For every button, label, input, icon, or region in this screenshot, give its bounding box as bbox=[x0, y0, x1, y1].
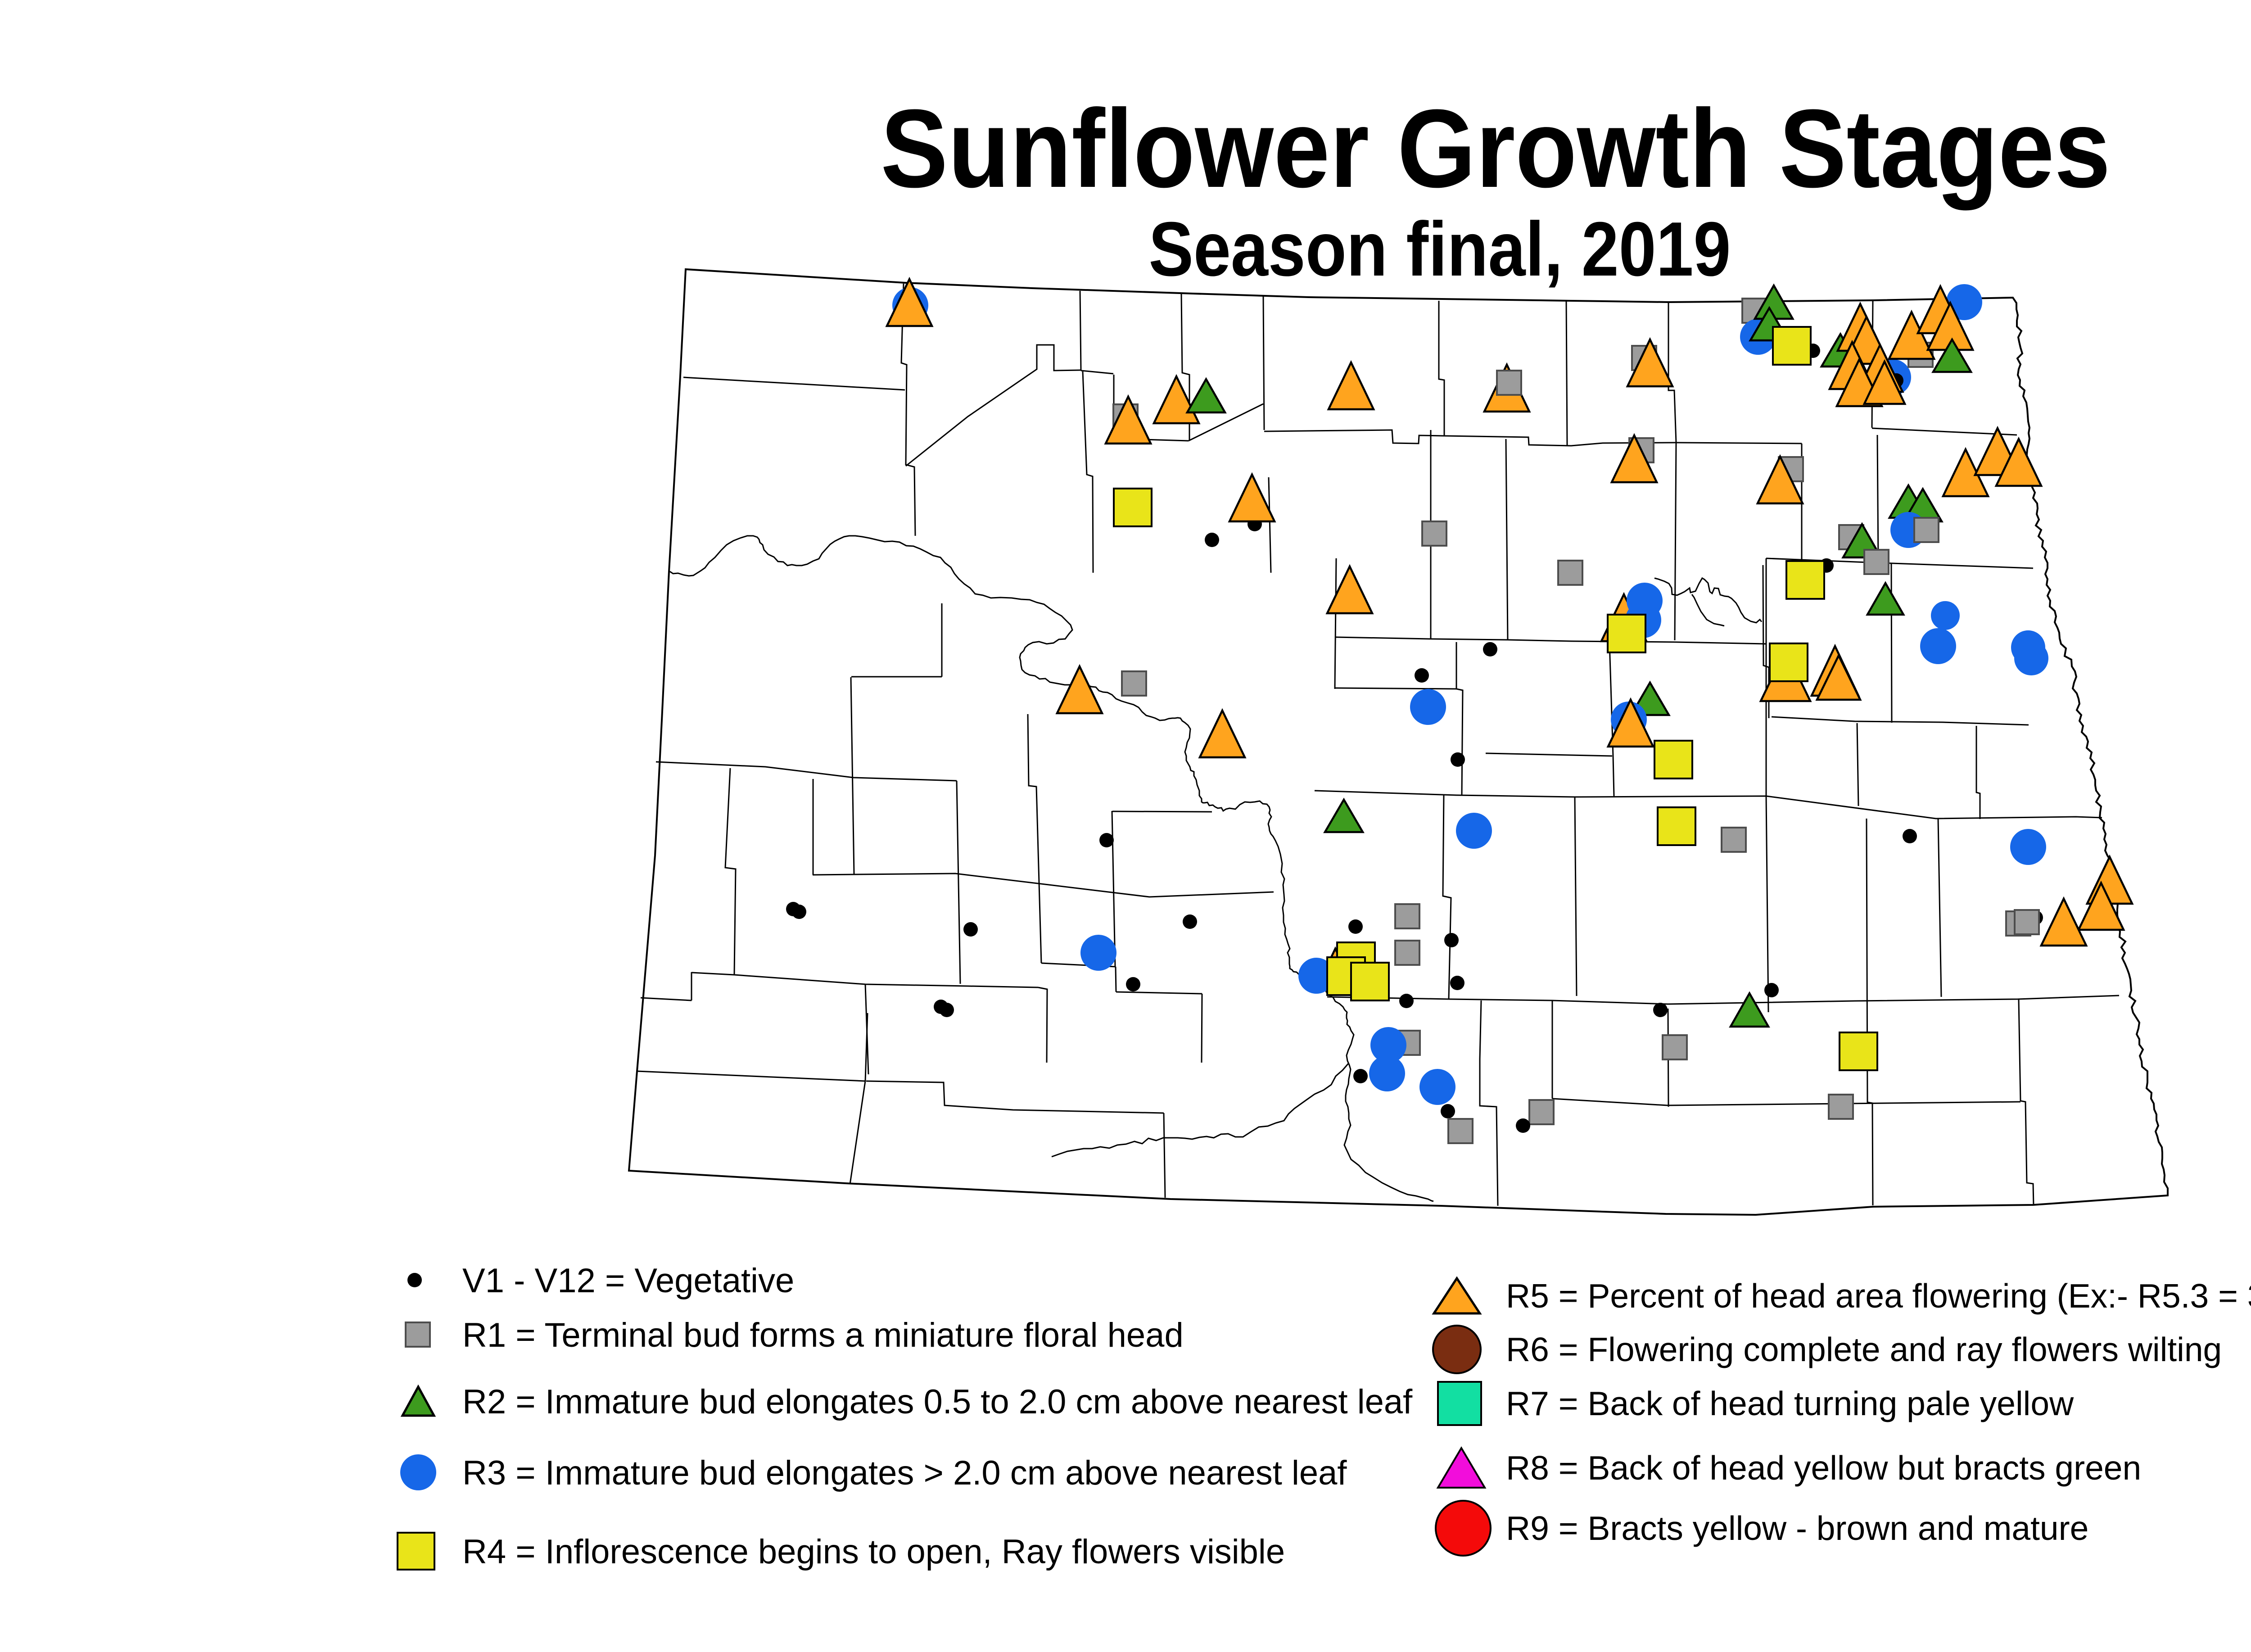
svg-text:Season final, 2019: Season final, 2019 bbox=[1149, 206, 1731, 292]
svg-text:Sunflower Growth Stages: Sunflower Growth Stages bbox=[881, 86, 2111, 211]
svg-text:R6 = Flowering complete and ra: R6 = Flowering complete and ray flowers … bbox=[1506, 1331, 2222, 1368]
svg-text:R3 = Immature bud elongates >: R3 = Immature bud elongates > 2.0 cm abo… bbox=[462, 1454, 1347, 1492]
svg-text:V1 - V12 = Vegetative: V1 - V12 = Vegetative bbox=[462, 1262, 794, 1300]
svg-text:R8 = Back of head yellow but b: R8 = Back of head yellow but bracts gree… bbox=[1506, 1449, 2141, 1487]
svg-text:R1 = Terminal bud forms a mini: R1 = Terminal bud forms a miniature flor… bbox=[462, 1316, 1184, 1354]
svg-text:R5 = Percent of head area flow: R5 = Percent of head area flowering (Ex:… bbox=[1506, 1277, 2251, 1315]
svg-text:R7 = Back of head turning pale: R7 = Back of head turning pale yellow bbox=[1506, 1385, 2074, 1422]
svg-text:R4 = Inflorescence begins to o: R4 = Inflorescence begins to open, Ray f… bbox=[462, 1533, 1285, 1571]
svg-text:R2 = Immature bud elongates 0.: R2 = Immature bud elongates 0.5 to 2.0 c… bbox=[462, 1383, 1413, 1421]
svg-text:R9 = Bracts yellow - brown and: R9 = Bracts yellow - brown and mature bbox=[1506, 1509, 2088, 1547]
